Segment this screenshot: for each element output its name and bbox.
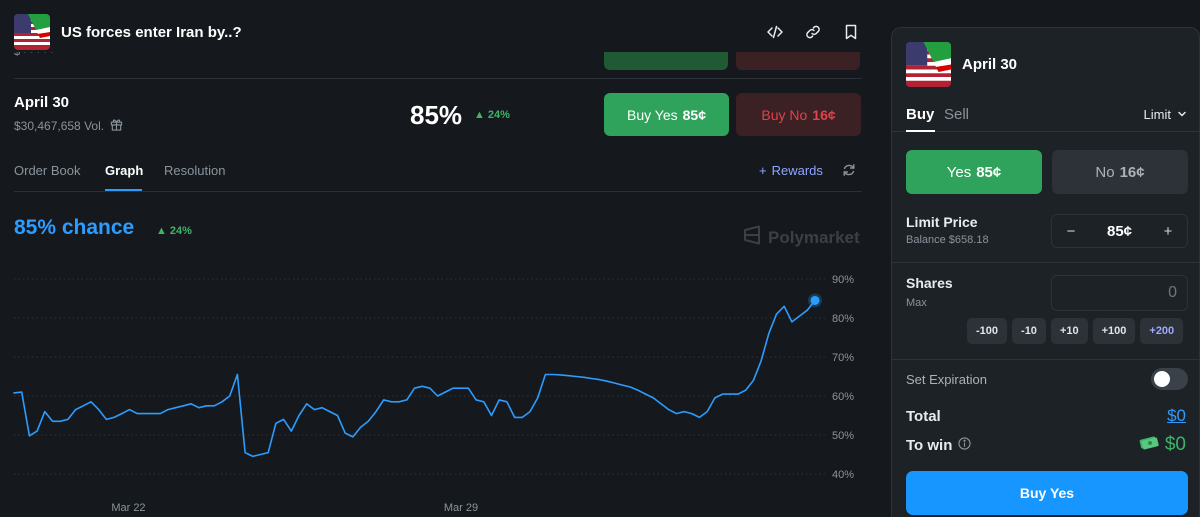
shares-label: Shares [906,275,953,291]
buy-yes-submit-button[interactable]: Buy Yes [906,471,1188,515]
to-win-row: To win [906,437,972,454]
limit-price-stepper: − 85¢ + [1051,214,1188,248]
x-tick-label: Mar 29 [444,502,478,514]
shares-plus-100-button[interactable]: +100 [1092,318,1136,344]
tab-resolution[interactable]: Resolution [164,163,226,178]
outcome-yes-label: Yes [946,163,972,181]
plus-icon: + [759,163,767,178]
rewards-label: Rewards [771,163,823,178]
set-expiration-toggle[interactable] [1151,368,1188,390]
event-header: US forces enter Iran by..? [14,12,864,52]
previous-market-volume: $ · · · · · [14,52,54,58]
order-type-value: Limit [1143,107,1171,122]
active-tab-indicator [105,189,142,191]
buy-sell-tabs: Buy Sell Limit [892,105,1200,132]
shares-plus-200-button[interactable]: +200 [1140,318,1184,344]
bookmark-icon[interactable] [842,23,860,41]
market-change-value: 24% [487,109,510,121]
order-type-select[interactable]: Limit [1144,107,1187,122]
to-win-value: $0 [1164,434,1186,455]
shares-minus-10-button[interactable]: -10 [1012,318,1046,344]
y-tick-label: 80% [832,313,854,325]
polymarket-watermark: Polymarket [742,225,860,250]
buy-yes-price: 85¢ [682,106,706,123]
refresh-icon[interactable] [842,163,856,177]
buy-no-price: 16¢ [812,106,836,123]
tab-graph[interactable]: Graph [105,163,144,178]
previous-buy-yes-button[interactable] [604,52,728,70]
limit-price-label: Limit Price [906,214,978,230]
money-icon [1139,434,1159,456]
market-volume: $30,467,658 Vol. [14,119,105,133]
panel-market-name: April 30 [962,56,1018,73]
market-detail-panel: US forces enter Iran by..? $ · · · · · A… [13,12,864,514]
outcome-no-button[interactable]: No 16¢ [1052,150,1188,194]
outcome-yes-price: 85¢ [976,163,1002,181]
x-tick-label: Mar 22 [111,502,145,514]
outcome-no-price: 16¢ [1119,163,1145,181]
shares-input[interactable] [1051,275,1188,311]
trade-panel: April 30 Buy Sell Limit Yes 85¢ No 16¢ L… [891,27,1200,517]
watermark-text: Polymarket [768,227,860,247]
buy-no-label: Buy No [761,106,808,123]
shares-plus-10-button[interactable]: +10 [1050,318,1088,344]
chance-headline: 85% chance [14,216,135,239]
rewards-link[interactable]: + Rewards [759,163,823,178]
price-chart: 90% 80% 70% 60% 50% 40% Mar 22 Mar 29 [13,274,854,514]
embed-code-icon[interactable] [766,23,784,41]
market-flag-image [906,42,951,87]
to-win-value-wrap: $0 [1139,434,1186,456]
polymarket-logo-icon [742,225,762,250]
y-tick-label: 70% [832,352,854,364]
y-tick-label: 90% [832,274,854,286]
previous-market-row: $ · · · · · [14,52,862,79]
active-buy-indicator [906,130,935,132]
y-tick-label: 50% [832,430,854,442]
price-line [13,299,816,458]
event-title: US forces enter Iran by..? [61,23,242,41]
y-tick-label: 60% [832,391,854,403]
buy-no-button[interactable]: Buy No 16¢ [736,93,861,136]
outcome-yes-button[interactable]: Yes 85¢ [906,150,1042,194]
quick-amount-buttons: -100 -10 +10 +100 +200 [967,318,1184,344]
info-icon[interactable] [958,437,972,454]
tab-buy[interactable]: Buy [906,106,935,123]
up-triangle-icon: ▲ [474,109,485,121]
market-tabs: Order Book Graph Resolution + Rewards [14,155,862,192]
to-win-label: To win [906,437,953,454]
outcome-no-label: No [1095,163,1115,181]
divider [892,359,1200,360]
current-point [810,295,820,305]
market-row: April 30 $30,467,658 Vol. 85% ▲ 24% Buy … [14,86,862,144]
toggle-knob [1154,371,1170,387]
limit-price-value[interactable]: 85¢ [1106,222,1133,240]
balance-text: Balance $658.18 [906,234,989,246]
decrease-price-button[interactable]: − [1066,222,1076,240]
event-flag-image [14,14,50,50]
tab-sell[interactable]: Sell [944,106,970,123]
shares-minus-100-button[interactable]: -100 [967,318,1008,344]
market-title: April 30 [14,94,70,111]
market-percent: 85% [410,100,463,130]
market-change: ▲ 24% [474,109,510,121]
gift-icon [110,118,123,134]
up-triangle-icon: ▲ [156,225,167,237]
max-shares-link[interactable]: Max [906,297,927,309]
market-volume-wrap: $30,467,658 Vol. [14,118,123,134]
increase-price-button[interactable]: + [1163,222,1173,240]
divider [892,262,1200,263]
tab-order-book[interactable]: Order Book [14,163,81,178]
set-expiration-label: Set Expiration [906,372,987,387]
buy-yes-button[interactable]: Buy Yes 85¢ [604,93,729,136]
chevron-down-icon [1177,107,1187,122]
chance-change: ▲ 24% [156,225,192,237]
link-icon[interactable] [804,23,822,41]
total-value[interactable]: $0 [1167,406,1186,425]
chance-change-value: 24% [169,225,192,237]
buy-yes-label: Buy Yes [627,106,678,123]
previous-buy-no-button[interactable] [736,52,860,70]
total-label: Total [906,408,941,425]
y-tick-label: 40% [832,469,854,481]
